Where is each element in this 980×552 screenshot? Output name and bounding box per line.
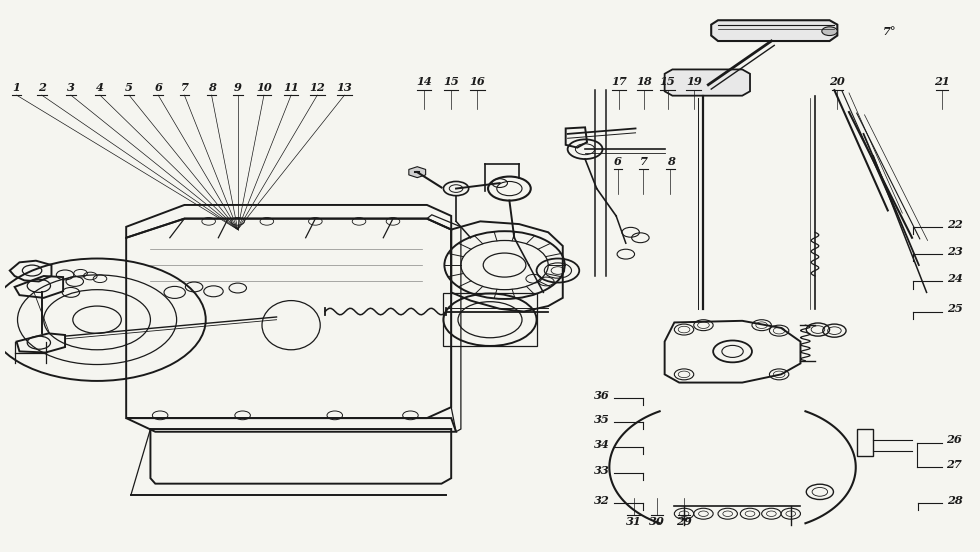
Text: 1: 1	[13, 82, 21, 93]
Circle shape	[822, 27, 837, 35]
Text: 8: 8	[208, 82, 216, 93]
Text: 4: 4	[96, 82, 104, 93]
Text: 21: 21	[934, 77, 950, 87]
Text: 11: 11	[283, 82, 299, 93]
Text: 33: 33	[594, 464, 610, 475]
Text: 3: 3	[67, 82, 74, 93]
Text: 34: 34	[594, 439, 610, 450]
Text: 16: 16	[469, 77, 485, 87]
Text: 10: 10	[256, 82, 271, 93]
Text: 15: 15	[660, 77, 675, 87]
Text: 24: 24	[947, 273, 962, 284]
Polygon shape	[664, 70, 750, 95]
Text: 7: 7	[639, 156, 647, 167]
Polygon shape	[409, 167, 425, 178]
Text: 30: 30	[649, 517, 664, 528]
Polygon shape	[711, 20, 837, 41]
Text: 12: 12	[310, 82, 325, 93]
Text: 9: 9	[234, 82, 242, 93]
Text: 36: 36	[594, 390, 610, 401]
Text: 32: 32	[594, 495, 610, 506]
Text: 17: 17	[612, 77, 627, 87]
Text: 20: 20	[829, 77, 845, 87]
Text: 6: 6	[154, 82, 162, 93]
Text: 29: 29	[676, 517, 692, 528]
Text: 31: 31	[625, 517, 642, 528]
Text: 6: 6	[614, 156, 622, 167]
Text: 14: 14	[416, 77, 432, 87]
Text: 18: 18	[636, 77, 652, 87]
Text: 8: 8	[666, 156, 674, 167]
Text: 23: 23	[947, 246, 962, 257]
Text: 2: 2	[38, 82, 46, 93]
Text: 13: 13	[336, 82, 353, 93]
Text: 25: 25	[947, 303, 962, 314]
Text: 7: 7	[180, 82, 188, 93]
Text: 26: 26	[946, 434, 961, 445]
Text: 35: 35	[594, 413, 610, 424]
Text: 7°: 7°	[883, 25, 897, 36]
Text: 27: 27	[946, 459, 961, 470]
Text: 5: 5	[125, 82, 133, 93]
Text: 28: 28	[947, 495, 962, 506]
Text: 15: 15	[443, 77, 459, 87]
Text: 22: 22	[947, 219, 962, 230]
Text: 19: 19	[686, 77, 702, 87]
